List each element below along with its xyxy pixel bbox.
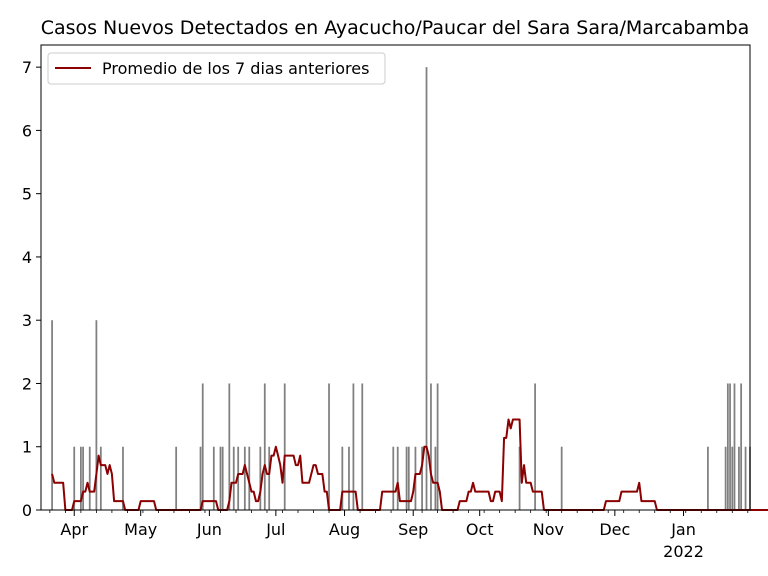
line-series — [51, 418, 768, 511]
bar — [82, 446, 84, 510]
y-tick-label: 2 — [22, 374, 32, 393]
bar — [341, 446, 344, 510]
bar — [122, 446, 124, 510]
plot-frame — [40, 44, 751, 511]
y-tick-label: 7 — [22, 58, 32, 77]
x-tick-label: Oct — [466, 520, 494, 539]
bar — [392, 446, 395, 510]
legend: Promedio de los 7 dias anteriores — [47, 52, 386, 85]
bar — [740, 383, 743, 510]
bar — [436, 383, 439, 510]
bar — [560, 446, 563, 510]
bar — [248, 446, 251, 510]
bar — [221, 446, 224, 510]
bar — [707, 446, 709, 510]
y-tick-label: 5 — [22, 185, 32, 204]
bar — [237, 446, 240, 510]
bar — [95, 320, 98, 510]
bar — [243, 446, 246, 510]
bar — [421, 446, 423, 510]
axes: 0 1 2 3 4 5 6 7 Apr May Jun Jul Aug Sep Oct Nov Dec Jan 20… — [22, 44, 751, 561]
bar — [268, 446, 271, 510]
bar — [729, 383, 731, 510]
x-tick-label: Apr — [60, 520, 88, 539]
x-tick-label: Jun — [196, 520, 222, 539]
y-tick-label: 1 — [22, 438, 32, 457]
bar — [201, 383, 204, 510]
bar — [733, 383, 736, 510]
bar — [228, 383, 231, 510]
bar — [219, 446, 222, 510]
bar — [51, 320, 53, 510]
bar — [724, 446, 727, 510]
bar — [744, 446, 747, 510]
bar — [263, 383, 266, 510]
bar — [361, 383, 364, 510]
legend-label: Promedio de los 7 dias anteriores — [102, 59, 369, 78]
bar — [518, 446, 521, 510]
bar — [212, 446, 215, 510]
x-tick-label: Jul — [265, 520, 285, 539]
bar — [430, 383, 432, 510]
bar — [396, 446, 399, 510]
x-tick-label: Dec — [599, 520, 630, 539]
bar — [79, 446, 82, 510]
bar — [175, 446, 178, 510]
bar — [405, 446, 408, 510]
x-tick-label: May — [124, 520, 157, 539]
x-tick-label: Nov — [533, 520, 564, 539]
x-tick-label: Aug — [329, 520, 360, 539]
bar — [726, 383, 729, 510]
bar — [352, 383, 355, 510]
bar-series — [51, 67, 751, 510]
legend-box — [47, 52, 386, 85]
bar — [232, 446, 235, 510]
bar — [88, 446, 91, 510]
y-tick-label: 6 — [22, 121, 32, 140]
bar — [99, 446, 102, 510]
x-tick-label: Jan — [670, 520, 696, 539]
avg-line — [51, 418, 768, 511]
y-tick-label: 3 — [22, 311, 32, 330]
chart-title: Casos Nuevos Detectados en Ayacucho/Pauc… — [41, 17, 750, 39]
bar — [259, 446, 262, 510]
bar — [348, 446, 350, 510]
y-tick-label: 0 — [22, 501, 32, 520]
bar — [534, 383, 536, 510]
bar — [73, 446, 76, 510]
bar — [738, 446, 740, 510]
bar — [328, 383, 330, 510]
bar — [283, 383, 286, 510]
y-tick-label: 4 — [22, 248, 32, 267]
x-tick-sublabel: 2022 — [663, 542, 704, 561]
bar — [425, 67, 428, 510]
bar — [731, 446, 734, 510]
bar — [199, 446, 202, 510]
bar — [407, 446, 410, 510]
x-tick-label: Sep — [398, 520, 428, 539]
bar — [434, 446, 437, 510]
